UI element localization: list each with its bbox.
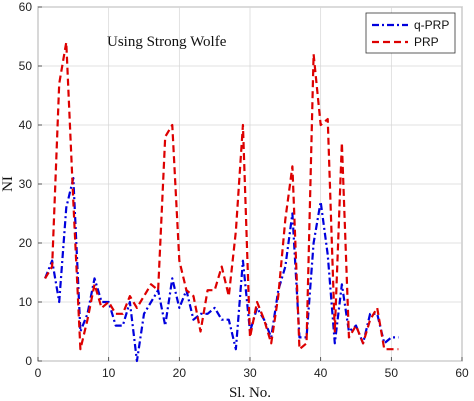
y-axis-label: NI	[0, 176, 16, 192]
x-tick-label: 10	[102, 366, 116, 380]
legend-box	[365, 12, 456, 54]
y-tick-label: 0	[25, 354, 32, 368]
x-tick-label: 30	[243, 366, 257, 380]
legend-label-prp: PRP	[414, 35, 439, 49]
series-line-prp	[44, 41, 399, 351]
y-tick-label: 60	[19, 0, 33, 14]
y-tick-label: 20	[19, 236, 33, 250]
y-tick-label: 50	[19, 59, 33, 73]
legend: q-PRP PRP	[365, 12, 456, 54]
y-tick-label: 10	[19, 295, 33, 309]
x-tick-label: 50	[385, 366, 399, 380]
chart-annotation: Using Strong Wolfe	[107, 34, 227, 50]
y-axis-ticks: 0 10 20 30 40 50 60	[19, 0, 42, 368]
x-tick-label: 40	[314, 366, 328, 380]
legend-label-q-prp: q-PRP	[414, 18, 449, 32]
series-lines	[44, 41, 399, 363]
x-axis-ticks: 0 10 20 30 40 50 60	[35, 357, 469, 380]
y-tick-label: 30	[19, 177, 33, 191]
x-tick-label: 60	[455, 366, 469, 380]
series-line-q-prp	[44, 177, 399, 363]
y-tick-label: 40	[19, 118, 33, 132]
x-tick-label: 0	[35, 366, 42, 380]
x-axis-label: Sl. No.	[229, 385, 271, 401]
x-tick-label: 20	[173, 366, 187, 380]
